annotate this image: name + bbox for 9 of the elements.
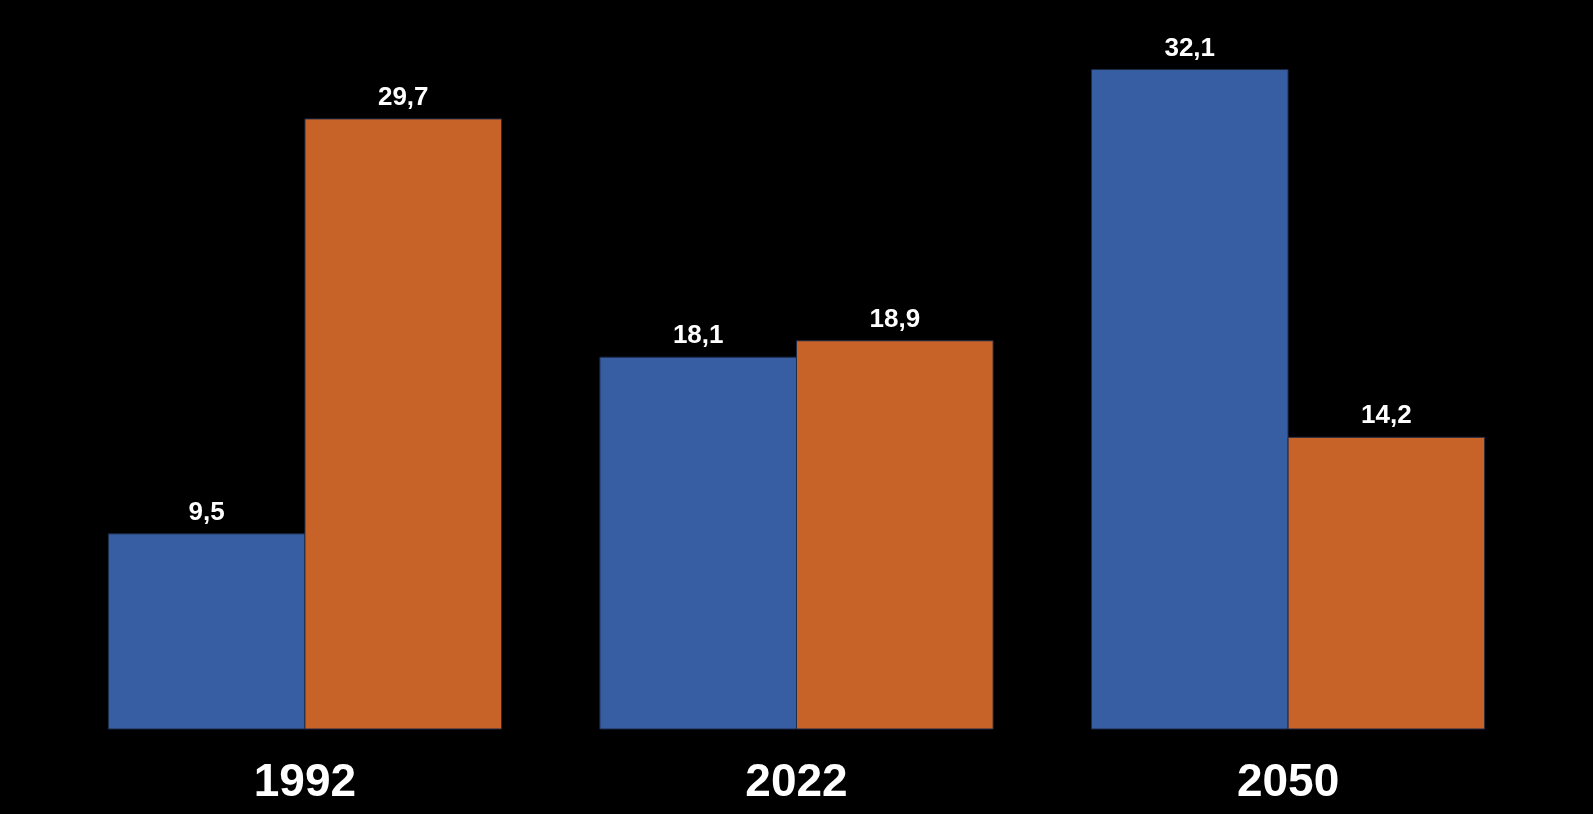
x-tick-label: 2050 bbox=[1236, 753, 1340, 806]
data-label: 18,9 bbox=[869, 302, 921, 333]
data-label: 9,5 bbox=[188, 495, 225, 526]
x-tick-label: 2022 bbox=[745, 753, 848, 806]
data-label: 29,7 bbox=[377, 80, 429, 111]
data-label: 18,1 bbox=[672, 319, 724, 350]
data-label: 32,1 bbox=[1164, 31, 1216, 62]
x-tick-label: 1992 bbox=[253, 753, 357, 806]
data-label: 14,2 bbox=[1361, 399, 1412, 430]
